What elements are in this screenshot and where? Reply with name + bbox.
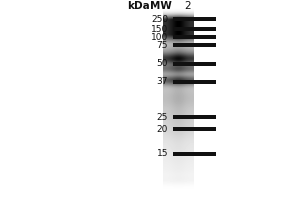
Text: 150: 150 <box>151 24 168 33</box>
Text: 100: 100 <box>151 32 168 42</box>
Text: 20: 20 <box>157 124 168 134</box>
Bar <box>172 80 216 84</box>
Bar <box>172 62 216 66</box>
Bar <box>172 35 216 39</box>
Bar <box>172 152 216 156</box>
Text: MW: MW <box>150 1 171 11</box>
Text: 50: 50 <box>157 60 168 68</box>
Bar <box>172 115 216 119</box>
Text: 15: 15 <box>157 150 168 158</box>
Text: 250: 250 <box>151 15 168 23</box>
Bar <box>172 127 216 131</box>
Bar <box>172 43 216 47</box>
Text: kDa: kDa <box>127 1 149 11</box>
Text: 37: 37 <box>157 77 168 86</box>
Text: 2: 2 <box>184 1 191 11</box>
Bar <box>172 27 216 31</box>
Text: 75: 75 <box>157 40 168 49</box>
Bar <box>172 17 216 21</box>
Text: 25: 25 <box>157 112 168 121</box>
